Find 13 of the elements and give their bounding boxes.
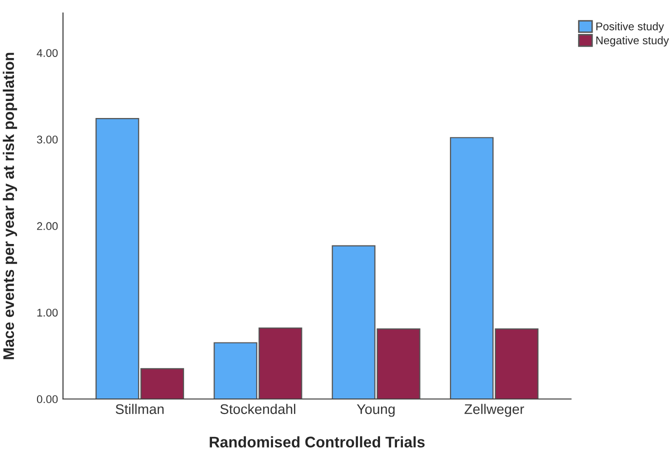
y-tick-label: 2.00	[37, 222, 58, 230]
x-tick-label: Zellweger	[464, 404, 524, 417]
y-tick-label: 0.00	[36, 395, 58, 404]
legend-label: Negative study	[596, 36, 669, 46]
y-tick-label: 1.00	[37, 308, 58, 317]
legend-label: Positive study	[596, 22, 664, 33]
x-tick-label: Stillman	[116, 404, 164, 414]
y-tick-label: 3.00	[36, 136, 58, 144]
x-tick-label: Young	[356, 404, 395, 417]
x-axis-title: Randomised Controlled Trials	[210, 436, 425, 448]
x-tick-label: Stockendahl	[220, 404, 296, 414]
y-tick-label: 4.00	[36, 49, 58, 57]
y-axis-title: Mace events per year by at risk population	[2, 52, 18, 360]
